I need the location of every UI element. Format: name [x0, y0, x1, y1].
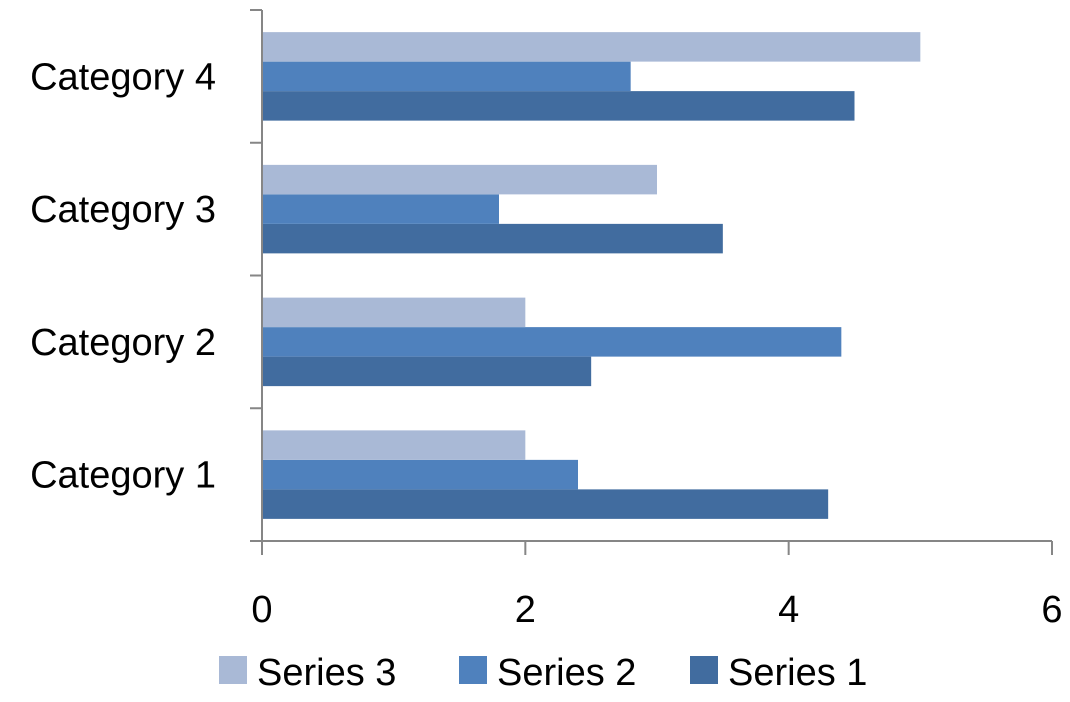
legend-swatch-series-3: [219, 656, 247, 684]
category-label: Category 2: [30, 322, 216, 364]
x-tick-label: 6: [1041, 589, 1062, 631]
legend-swatch-series-2: [459, 656, 487, 684]
x-tick-label: 2: [515, 589, 536, 631]
bar-series-3-category-2: [262, 297, 526, 328]
bar-series-3-category-1: [262, 430, 526, 460]
bar-series-3-category-3: [262, 164, 657, 195]
x-tick-label: 0: [251, 589, 272, 631]
legend-label-series-2: Series 2: [497, 652, 636, 694]
bar-series-2-category-2: [262, 327, 842, 357]
legend-swatch-series-1: [690, 656, 718, 684]
legend-label-series-1: Series 1: [728, 652, 867, 694]
bar-series-1-category-2: [262, 356, 592, 387]
bar-series-2-category-4: [262, 61, 631, 92]
labels-group: Category 1 Category 2 Category 3 Category 4…: [30, 56, 1062, 631]
legend-label-series-3: Series 3: [257, 652, 396, 694]
bars-group: [262, 32, 921, 519]
legend: Series 3 Series 2 Series 1: [219, 652, 867, 694]
bar-series-1-category-3: [262, 223, 723, 254]
bar-series-2-category-1: [262, 459, 578, 490]
bar-series-3-category-4: [262, 32, 921, 62]
bar-series-1-category-1: [262, 489, 829, 519]
category-label: Category 4: [30, 56, 216, 98]
category-label: Category 1: [30, 455, 216, 497]
bar-series-2-category-3: [262, 194, 499, 224]
x-tick-label: 4: [778, 589, 799, 631]
category-label: Category 3: [30, 189, 216, 231]
bar-series-1-category-4: [262, 91, 855, 121]
axes-group: [250, 9, 1053, 555]
